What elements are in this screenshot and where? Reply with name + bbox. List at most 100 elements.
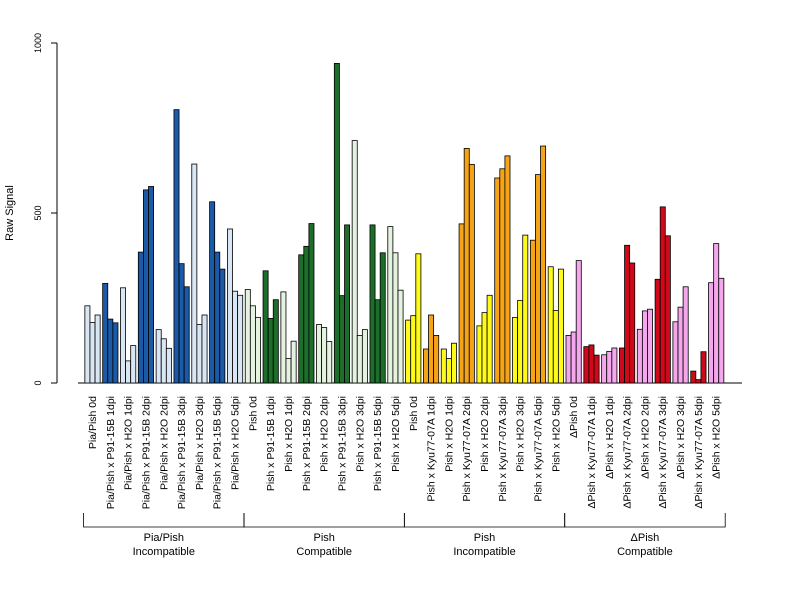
x-tick-label: Pia/Pish x H2O 5dpi bbox=[230, 396, 242, 490]
group-bracket bbox=[243, 513, 405, 528]
x-tick-label: ΔPish x H2O 3dpi bbox=[675, 396, 687, 479]
bar bbox=[641, 310, 648, 384]
x-tick-labels: Pia/Pish 0d Pia/Pish x P91-15B 1dpi Pia/Pi… bbox=[87, 396, 723, 509]
bar bbox=[183, 286, 190, 384]
bar bbox=[440, 348, 447, 384]
bar bbox=[143, 189, 149, 384]
bar bbox=[664, 235, 671, 384]
bar bbox=[201, 314, 208, 384]
x-tick-label: Pia/Pish x H2O 2dpi bbox=[158, 396, 170, 490]
bar bbox=[677, 306, 684, 384]
bars-layer bbox=[84, 63, 725, 384]
bar bbox=[636, 328, 643, 384]
bar bbox=[107, 318, 114, 384]
bar bbox=[593, 354, 600, 384]
bar bbox=[102, 282, 109, 384]
x-tick-label: Pish x H2O 3dpi bbox=[515, 396, 527, 472]
bar bbox=[219, 268, 226, 384]
x-tick-label: ΔPish x H2O 1dpi bbox=[604, 396, 616, 479]
bar bbox=[321, 327, 328, 384]
x-tick-label: ΔPish 0d bbox=[568, 396, 580, 438]
bar bbox=[160, 338, 167, 384]
x-tick-label: Pish x H2O 3dpi bbox=[354, 396, 366, 472]
bar bbox=[280, 291, 287, 384]
bar bbox=[326, 341, 333, 384]
x-tick-label: Pish x Kyu77-07A 3dpi bbox=[497, 396, 509, 502]
bar bbox=[262, 270, 269, 384]
group-bracket bbox=[564, 513, 726, 528]
bar bbox=[155, 329, 162, 384]
bar bbox=[255, 316, 261, 384]
bar bbox=[517, 299, 524, 384]
x-tick-label: Pish x P91-15B 3dpi bbox=[336, 396, 348, 491]
bar bbox=[522, 234, 529, 384]
bar bbox=[619, 347, 625, 384]
bar bbox=[682, 286, 689, 384]
x-tick-label: Pish 0d bbox=[247, 396, 259, 431]
x-tick-label: Pish x H2O 2dpi bbox=[479, 396, 491, 472]
group-brackets: Pia/Pish Incompatible Pish Compatible Pish In… bbox=[83, 513, 726, 558]
bar bbox=[588, 344, 595, 384]
bar bbox=[237, 294, 244, 384]
bar bbox=[244, 289, 251, 384]
bar bbox=[601, 354, 608, 384]
bar bbox=[316, 324, 323, 384]
x-tick-label: Pia/Pish x H2O 3dpi bbox=[194, 396, 206, 490]
bar bbox=[672, 321, 679, 384]
x-tick-label: Pish 0d bbox=[408, 396, 420, 431]
x-tick-label: Pia/Pish x P91-15B 1dpi bbox=[105, 396, 117, 509]
x-tick-label: Pia/Pish x P91-15B 2dpi bbox=[140, 396, 152, 509]
bar bbox=[458, 223, 465, 384]
bar bbox=[351, 140, 358, 384]
bar bbox=[356, 334, 363, 384]
y-axis: 0 500 1000 bbox=[33, 33, 58, 386]
group-label-line2: Compatible bbox=[617, 546, 673, 558]
bar bbox=[476, 325, 483, 384]
bar bbox=[529, 239, 536, 384]
bar bbox=[606, 350, 613, 384]
x-tick-label: ΔPish x Kyu77-07A 3dpi bbox=[657, 396, 669, 509]
x-tick-label: ΔPish x H2O 2dpi bbox=[639, 396, 651, 479]
bar bbox=[397, 289, 404, 384]
bar bbox=[700, 351, 707, 384]
bar bbox=[285, 358, 292, 384]
x-tick-label: Pish x H2O 1dpi bbox=[443, 396, 455, 472]
bar bbox=[361, 329, 368, 384]
bar bbox=[148, 186, 155, 384]
bar bbox=[191, 163, 198, 384]
bar bbox=[369, 224, 376, 384]
bar bbox=[540, 145, 547, 384]
x-tick-label: Pish x H2O 5dpi bbox=[390, 396, 402, 472]
bar bbox=[481, 312, 488, 384]
bar bbox=[583, 346, 590, 384]
x-tick-label: ΔPish x Kyu77-07A 2dpi bbox=[622, 396, 634, 509]
bar bbox=[570, 331, 577, 384]
bar bbox=[405, 319, 412, 384]
bar bbox=[654, 278, 661, 384]
x-tick-label: Pish x P91-15B 5dpi bbox=[372, 396, 384, 491]
bar bbox=[89, 322, 96, 384]
bar bbox=[624, 244, 631, 384]
x-tick-label: Pia/Pish x P91-15B 3dpi bbox=[176, 396, 188, 509]
bar bbox=[629, 262, 636, 384]
bar bbox=[552, 310, 559, 384]
bar bbox=[535, 174, 541, 384]
bar bbox=[303, 245, 310, 384]
bar bbox=[708, 282, 715, 384]
x-tick-label: Pish x Kyu77-07A 2dpi bbox=[461, 396, 473, 502]
bar bbox=[272, 299, 279, 384]
x-tick-label: ΔPish x Kyu77-07A 5dpi bbox=[693, 396, 705, 509]
bar bbox=[339, 295, 345, 384]
bar bbox=[112, 322, 119, 384]
y-tick-label: 1000 bbox=[33, 33, 43, 53]
bar bbox=[387, 226, 394, 384]
bar bbox=[565, 334, 572, 384]
bar bbox=[468, 163, 475, 384]
bar bbox=[232, 290, 239, 384]
bar bbox=[423, 348, 429, 384]
x-tick-label: Pish x H2O 1dpi bbox=[283, 396, 295, 472]
bar bbox=[557, 268, 564, 384]
group-label-line1: Pia/Pish bbox=[144, 532, 184, 544]
bar bbox=[695, 379, 702, 384]
